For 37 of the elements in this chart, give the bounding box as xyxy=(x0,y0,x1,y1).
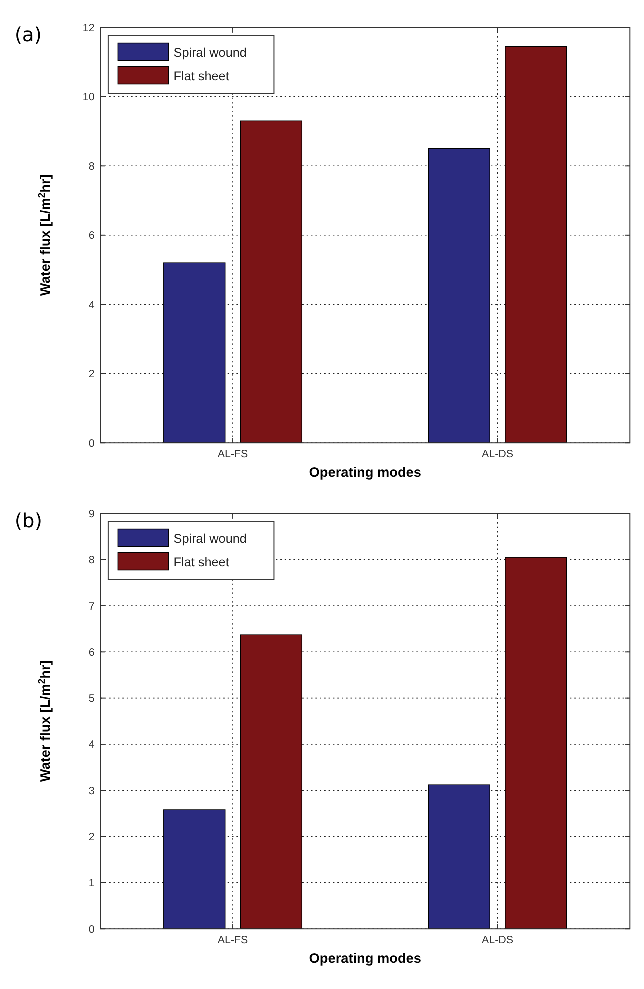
y-tick-label: 0 xyxy=(88,438,95,450)
y-tick-label: 6 xyxy=(88,230,95,242)
x-tick-label: AL-DS xyxy=(482,448,514,461)
y-tick-label: 0 xyxy=(88,924,95,936)
bar xyxy=(428,148,490,444)
x-tick-label: AL-FS xyxy=(218,448,248,461)
chart-title: (b) xyxy=(14,509,42,532)
legend-label: Spiral wound xyxy=(174,46,247,60)
y-tick-label: 4 xyxy=(88,739,95,752)
y-tick-label: 4 xyxy=(88,299,95,312)
bar xyxy=(428,784,490,930)
y-tick-label: 5 xyxy=(88,693,95,706)
bar xyxy=(164,262,226,444)
y-tick-label: 2 xyxy=(88,832,95,844)
y-tick-label: 7 xyxy=(88,600,95,613)
bar xyxy=(505,46,568,444)
y-tick-label: 3 xyxy=(88,785,95,798)
x-axis-title: Operating modes xyxy=(309,465,422,480)
x-tick-label: AL-FS xyxy=(218,934,248,947)
chart-title: (a) xyxy=(14,23,42,46)
bar xyxy=(505,557,568,930)
y-tick-label: 8 xyxy=(88,160,95,173)
legend-label: Flat sheet xyxy=(174,69,230,84)
x-axis-title: Operating modes xyxy=(309,951,422,966)
y-tick-label: 1 xyxy=(88,878,95,890)
y-tick-label: 10 xyxy=(82,92,95,104)
legend-label: Spiral wound xyxy=(174,532,247,546)
bar xyxy=(240,120,303,444)
y-tick-label: 9 xyxy=(88,508,95,520)
legend-label: Flat sheet xyxy=(174,555,230,570)
x-tick-label: AL-DS xyxy=(482,934,514,947)
y-tick-label: 6 xyxy=(88,646,95,659)
y-tick-label: 2 xyxy=(88,368,95,381)
bar xyxy=(240,634,303,930)
y-tick-label: 8 xyxy=(88,554,95,567)
y-tick-label: 12 xyxy=(82,22,95,34)
bar xyxy=(164,810,226,930)
